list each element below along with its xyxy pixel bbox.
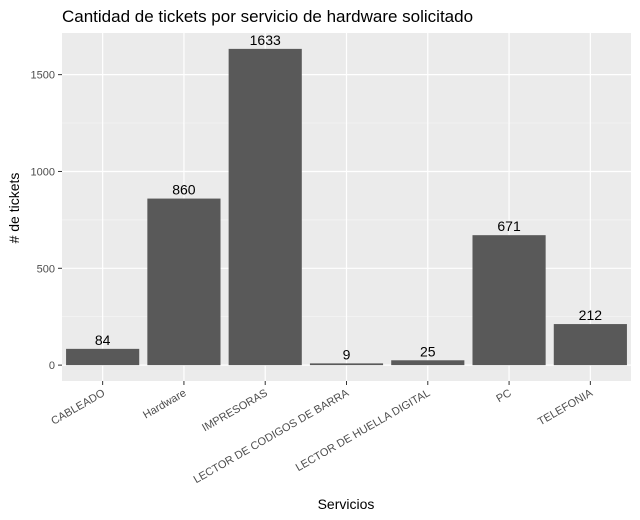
x-axis-title: Servicios — [318, 496, 375, 512]
y-tick-label: 500 — [37, 263, 55, 275]
data-label: 25 — [420, 343, 436, 359]
x-tick-label: Hardware — [141, 387, 188, 421]
x-tick-label: IMPRESORAS — [200, 387, 270, 434]
data-label: 84 — [95, 332, 111, 348]
bar — [391, 360, 465, 366]
data-label: 9 — [343, 346, 351, 362]
bars — [66, 48, 627, 366]
x-tick-label: PC — [494, 387, 513, 405]
chart-title: Cantidad de tickets por servicio de hard… — [62, 7, 473, 26]
bar — [472, 235, 546, 366]
data-label: 671 — [497, 218, 521, 234]
x-tick-label: CABLEADO — [49, 387, 107, 428]
bar — [553, 324, 627, 366]
bar — [228, 48, 302, 366]
y-axis-title: # de tickets — [6, 173, 22, 244]
y-tick-label: 1500 — [31, 70, 55, 82]
data-label: 212 — [579, 307, 603, 323]
y-axis: 0 500 1000 1500 — [31, 70, 62, 372]
bar — [309, 363, 384, 366]
x-tick-label: LECTOR DE HUELLA DIGITAL — [294, 387, 433, 474]
data-label: 1633 — [250, 32, 281, 48]
y-tick-label: 1000 — [31, 166, 55, 178]
x-tick-label: LECTOR DE CODIGOS DE BARRA — [192, 387, 352, 486]
data-labels: 84 860 1633 9 25 671 212 — [95, 32, 602, 362]
bar — [147, 198, 221, 366]
bar — [66, 348, 140, 366]
y-tick-label: 0 — [49, 360, 55, 372]
data-label: 860 — [172, 182, 196, 198]
x-tick-label: TELEFONIA — [536, 387, 596, 428]
